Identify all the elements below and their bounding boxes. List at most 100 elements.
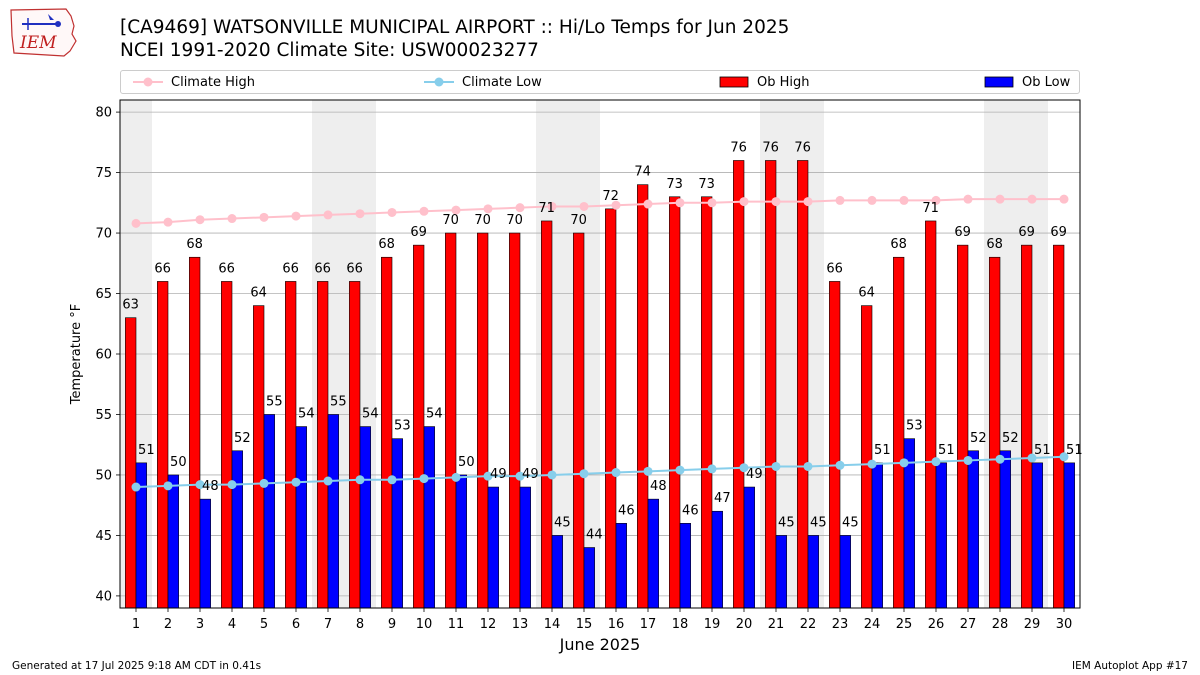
climate-low-point-day-1	[131, 482, 141, 492]
bar-ob-low-day-14	[551, 535, 563, 609]
climate-low-point-day-21	[771, 461, 781, 471]
climate-high-point-day-7	[323, 210, 333, 220]
climate-high-point-day-27	[963, 194, 973, 204]
bar-ob-low-day-24	[871, 462, 883, 609]
label-ob-high-day-1: 63	[122, 298, 139, 313]
legend-label-climate-high: Climate High	[171, 74, 256, 90]
ytick-label-50: 50	[95, 468, 112, 483]
bar-ob-low-day-4	[231, 450, 243, 609]
bar-ob-high-day-4	[221, 281, 233, 609]
climate-low-legend-marker	[424, 77, 454, 87]
plot-frame	[119, 99, 1081, 609]
xtick-label-day-11: 11	[448, 617, 465, 632]
xtick-label-day-10: 10	[416, 617, 433, 632]
chart-title: [CA9469] WATSONVILLE MUNICIPAL AIRPORT :…	[120, 17, 790, 38]
climate-high-point-day-25	[899, 195, 909, 205]
xtick-label-day-17: 17	[640, 617, 657, 632]
label-ob-low-day-17: 48	[650, 479, 667, 494]
label-ob-high-day-18: 73	[666, 177, 683, 192]
bar-ob-low-day-7	[327, 414, 339, 609]
label-ob-high-day-7: 66	[314, 261, 331, 276]
bar-ob-low-day-12	[487, 486, 499, 609]
bar-ob-high-day-27	[957, 244, 969, 609]
bar-ob-high-day-5	[253, 305, 265, 609]
label-ob-low-day-30: 51	[1066, 443, 1083, 458]
climate-high-point-day-10	[419, 206, 429, 216]
label-ob-low-day-10: 54	[426, 407, 443, 422]
climate-low-point-day-5	[259, 478, 269, 488]
bar-ob-low-day-23	[839, 535, 851, 609]
climate-high-point-day-21	[771, 197, 781, 207]
xtick-label-day-9: 9	[388, 617, 396, 632]
climate-low-point-day-23	[835, 460, 845, 470]
label-ob-high-day-21: 76	[762, 140, 779, 155]
ytick-label-65: 65	[95, 287, 112, 302]
label-ob-low-day-28: 52	[1002, 431, 1019, 446]
climate-high-point-day-13	[515, 203, 525, 213]
climate-high-point-day-29	[1027, 194, 1037, 204]
label-ob-high-day-10: 69	[410, 225, 427, 240]
xtick-label-day-13: 13	[512, 617, 529, 632]
xtick-label-day-1: 1	[132, 617, 140, 632]
climate-high-point-day-23	[835, 195, 845, 205]
label-ob-high-day-11: 70	[442, 213, 459, 228]
label-ob-low-day-29: 51	[1034, 443, 1051, 458]
ytick-label-75: 75	[95, 166, 112, 181]
bar-ob-high-day-24	[861, 305, 873, 609]
bar-ob-high-day-6	[285, 281, 297, 609]
label-ob-high-day-9: 68	[378, 237, 395, 252]
bar-ob-low-day-9	[391, 438, 403, 609]
ob-high-legend-swatch	[719, 76, 749, 88]
climate-high-point-day-18	[675, 198, 685, 208]
xtick-label-day-25: 25	[896, 617, 913, 632]
bar-ob-low-day-28	[999, 450, 1011, 609]
xtick-label-day-8: 8	[356, 617, 364, 632]
bar-ob-low-day-16	[615, 523, 627, 609]
climate-high-point-day-6	[291, 211, 301, 221]
label-ob-high-day-17: 74	[634, 165, 651, 180]
label-ob-low-day-5: 55	[266, 394, 283, 409]
bar-ob-high-day-22	[797, 160, 809, 609]
climate-high-point-day-28	[995, 194, 1005, 204]
climate-low-point-day-8	[355, 475, 365, 485]
legend-label-ob-high: Ob High	[757, 74, 810, 90]
bar-ob-high-day-13	[509, 232, 521, 609]
bar-ob-low-day-2	[167, 474, 179, 609]
bar-ob-low-day-15	[583, 547, 595, 609]
label-ob-high-day-19: 73	[698, 177, 715, 192]
climate-high-point-day-17	[643, 199, 653, 209]
bar-ob-high-day-25	[893, 256, 905, 609]
label-ob-low-day-22: 45	[810, 515, 827, 530]
bar-ob-low-day-3	[199, 498, 211, 609]
bar-ob-high-day-20	[733, 160, 745, 609]
bar-ob-high-day-8	[349, 281, 361, 609]
bar-ob-high-day-12	[477, 232, 489, 609]
climate-low-point-day-25	[899, 458, 909, 468]
bar-ob-high-day-23	[829, 281, 841, 609]
climate-low-point-day-4	[227, 480, 237, 490]
xtick-label-day-26: 26	[928, 617, 945, 632]
xtick-label-day-18: 18	[672, 617, 689, 632]
climate-low-point-day-13	[515, 471, 525, 481]
label-ob-low-day-7: 55	[330, 394, 347, 409]
climate-high-point-day-20	[739, 197, 749, 207]
climate-high-point-day-14	[547, 201, 557, 211]
app-credit: IEM Autoplot App #17	[1072, 660, 1188, 672]
label-ob-low-day-2: 50	[170, 455, 187, 470]
label-ob-high-day-26: 71	[922, 201, 939, 216]
climate-high-point-day-11	[451, 205, 461, 215]
bar-ob-high-day-9	[381, 256, 393, 609]
ytick-label-55: 55	[95, 408, 112, 423]
label-ob-low-day-20: 49	[746, 467, 763, 482]
label-ob-high-day-24: 64	[858, 286, 875, 301]
climate-high-point-day-8	[355, 209, 365, 219]
label-ob-low-day-11: 50	[458, 455, 475, 470]
label-ob-low-day-21: 45	[778, 515, 795, 530]
climate-high-point-day-30	[1059, 194, 1069, 204]
legend-label-climate-low: Climate Low	[462, 74, 542, 90]
bar-ob-low-day-27	[967, 450, 979, 609]
xtick-label-day-27: 27	[960, 617, 977, 632]
ob-low-legend-swatch	[984, 76, 1014, 88]
bar-ob-high-day-1	[125, 317, 137, 609]
